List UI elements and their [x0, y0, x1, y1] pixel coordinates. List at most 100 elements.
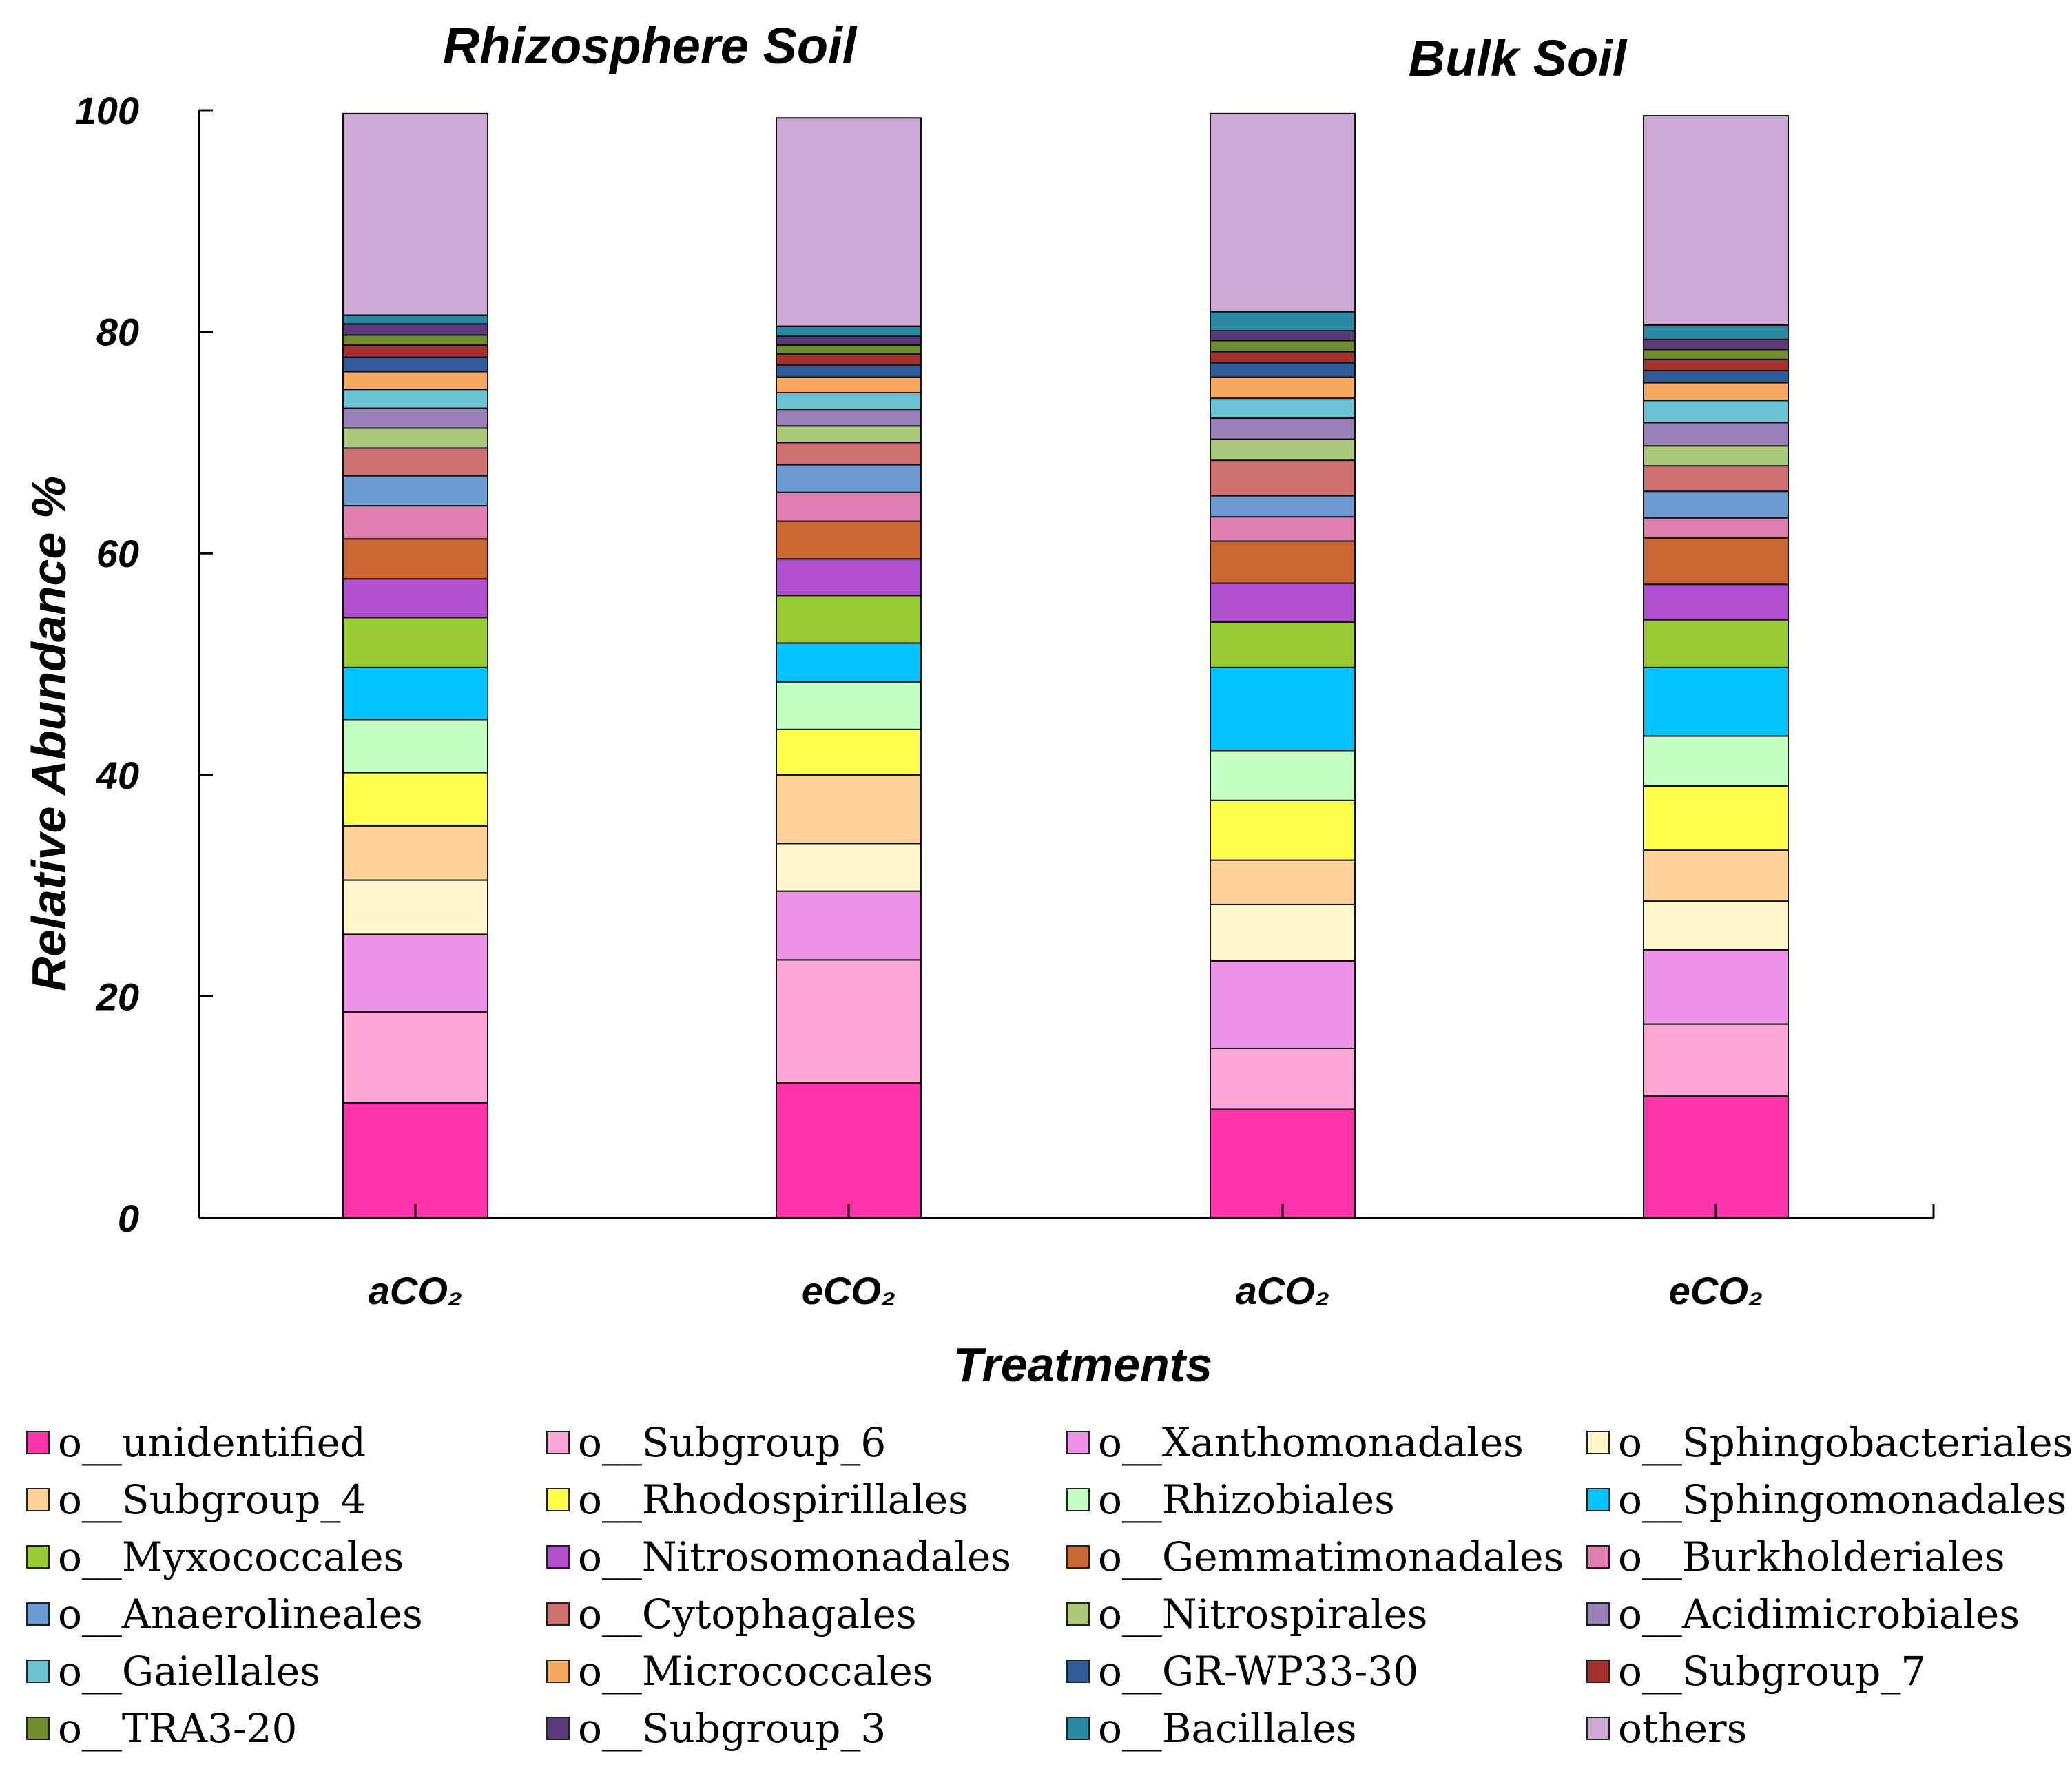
legend-swatch: [1066, 1660, 1090, 1683]
legend-item-rhizobiales: o__Rhizobiales: [1066, 1476, 1586, 1523]
legend-swatch: [26, 1602, 50, 1626]
legend-swatch: [1066, 1545, 1090, 1569]
bar-segment-nitrosomonadales: [1643, 583, 1789, 621]
bar-segment-cytophagales: [1210, 459, 1356, 497]
x-tick-label: aCO₂: [369, 1269, 463, 1312]
bar-segment-cytophagales: [1643, 465, 1789, 493]
bar-segment-gr-wp33-30: [776, 364, 922, 378]
bar-segment-nitrosomonadales: [776, 558, 922, 597]
bar-segment-subgroup-3: [1643, 338, 1789, 351]
bar-segment-subgroup-7: [1643, 358, 1789, 371]
bar-segment-acidimicrobiales: [776, 409, 922, 427]
legend-item-subgroup-3: o__Subgroup_3: [546, 1705, 1066, 1752]
bar-segment-others: [1643, 115, 1789, 326]
bar-segment-micrococcales: [1210, 376, 1356, 400]
legend-label: o__Nitrospirales: [1098, 1591, 1428, 1637]
legend-label: o__Subgroup_6: [578, 1419, 887, 1466]
legend-swatch: [546, 1602, 570, 1626]
legend-swatch: [1586, 1431, 1610, 1454]
legend-item-subgroup-4: o__Subgroup_4: [26, 1476, 546, 1523]
bar-segment-burkholderiales: [1643, 517, 1789, 539]
bar-segment-xanthomonadales: [342, 933, 488, 1013]
bar-segment-gaiellales: [1643, 400, 1789, 424]
chart-title-bulk: Bulk Soil: [1409, 30, 1628, 87]
legend-label: o__Subgroup_4: [58, 1476, 366, 1523]
bar-segment-burkholderiales: [342, 505, 488, 540]
bar-stack-4: [1643, 115, 1789, 1219]
legend-item-micrococcales: o__Micrococcales: [546, 1648, 1066, 1695]
bar-segment-sphingomonadales: [1643, 666, 1789, 737]
x-axis-label: Treatments: [953, 1338, 1212, 1392]
bar-segment-nitrospirales: [1643, 445, 1789, 467]
y-tick-label: 80: [96, 311, 139, 354]
bar-segment-subgroup-7: [1210, 351, 1356, 364]
y-tick-label: 40: [96, 754, 139, 797]
bar-segment-nitrospirales: [776, 425, 922, 444]
bar-segment-xanthomonadales: [1210, 960, 1356, 1049]
bar-segment-cytophagales: [342, 447, 488, 477]
bar-segment-subgroup-3: [342, 323, 488, 336]
chart-title-rhizosphere: Rhizosphere Soil: [443, 17, 858, 74]
bar-segment-sphingomonadales: [776, 642, 922, 683]
bar-segment-gemmatimonadales: [1643, 537, 1789, 586]
bar-segment-subgroup-6: [1210, 1047, 1356, 1110]
legend-label: o__Anaerolineales: [58, 1591, 423, 1637]
bar-segment-subgroup-6: [1643, 1023, 1789, 1097]
legend-label: o__Cytophagales: [578, 1591, 917, 1637]
legend-label: o__Rhizobiales: [1098, 1476, 1395, 1523]
legend-label: o__Sphingomonadales: [1618, 1476, 2067, 1523]
legend-item-subgroup-6: o__Subgroup_6: [546, 1419, 1066, 1466]
legend-item-burkholderiales: o__Burkholderiales: [1586, 1533, 2051, 1580]
legend-label: o__Myxococcales: [58, 1533, 404, 1580]
bar-segment-tra3-20: [776, 344, 922, 355]
bar-segment-burkholderiales: [1210, 516, 1356, 542]
bar-segment-subgroup-4: [342, 825, 488, 881]
legend-swatch: [546, 1431, 570, 1454]
legend-label: o__Sphingobacteriales: [1618, 1419, 2072, 1466]
bar-segment-gemmatimonadales: [1210, 540, 1356, 584]
bar-segment-tra3-20: [1643, 349, 1789, 360]
legend-swatch: [1066, 1717, 1090, 1740]
legend-swatch: [546, 1717, 570, 1740]
legend-label: others: [1618, 1705, 1748, 1752]
axes-layer: 0 20 40 60 80 100 aCO₂ eCO₂ aCO₂ eCO₂: [75, 89, 1935, 1312]
bar-segment-unidentified: [1210, 1108, 1356, 1219]
bar-segment-gr-wp33-30: [1643, 369, 1789, 384]
bar-segment-sphingomonadales: [342, 666, 488, 721]
bar-segment-subgroup-6: [342, 1011, 488, 1104]
legend-swatch: [1066, 1488, 1090, 1511]
bar-segment-gr-wp33-30: [1210, 362, 1356, 378]
bar-segment-sphingomonadales: [1210, 666, 1356, 752]
legend-swatch: [26, 1717, 50, 1740]
bar-segment-tra3-20: [1210, 340, 1356, 353]
bar-segment-subgroup-3: [1210, 329, 1356, 342]
bar-segment-micrococcales: [776, 376, 922, 394]
legend-item-others: others: [1586, 1705, 2051, 1752]
bars-layer: [342, 112, 1789, 1219]
legend-label: o__Gaiellales: [58, 1648, 321, 1695]
bar-segment-nitrosomonadales: [342, 578, 488, 619]
bar-segment-sphingobacteriales: [776, 843, 922, 892]
bar-segment-gemmatimonadales: [776, 520, 922, 560]
legend-item-nitrospirales: o__Nitrospirales: [1066, 1591, 1586, 1637]
bar-segment-bacillales: [1210, 311, 1356, 331]
bar-segment-rhizobiales: [342, 719, 488, 774]
bar-segment-xanthomonadales: [776, 890, 922, 961]
legend-item-unidentified: o__unidentified: [26, 1419, 546, 1466]
bar-segment-nitrospirales: [342, 427, 488, 449]
bar-segment-subgroup-7: [776, 353, 922, 366]
bar-segment-micrococcales: [1643, 382, 1789, 402]
bar-segment-acidimicrobiales: [342, 407, 488, 429]
legend-item-anaerolineales: o__Anaerolineales: [26, 1591, 546, 1637]
legend-label: o__unidentified: [58, 1419, 366, 1466]
bar-segment-anaerolineales: [342, 475, 488, 507]
legend-swatch: [546, 1545, 570, 1569]
bar-segment-myxococcales: [342, 617, 488, 668]
bar-segment-nitrosomonadales: [1210, 582, 1356, 623]
bar-segment-cytophagales: [776, 442, 922, 466]
legend-label: o__Micrococcales: [578, 1648, 933, 1695]
bar-stack-3: [1210, 112, 1356, 1219]
bar-segment-others: [342, 112, 488, 316]
bar-segment-sphingobacteriales: [1643, 900, 1789, 951]
bar-segment-burkholderiales: [776, 491, 922, 522]
